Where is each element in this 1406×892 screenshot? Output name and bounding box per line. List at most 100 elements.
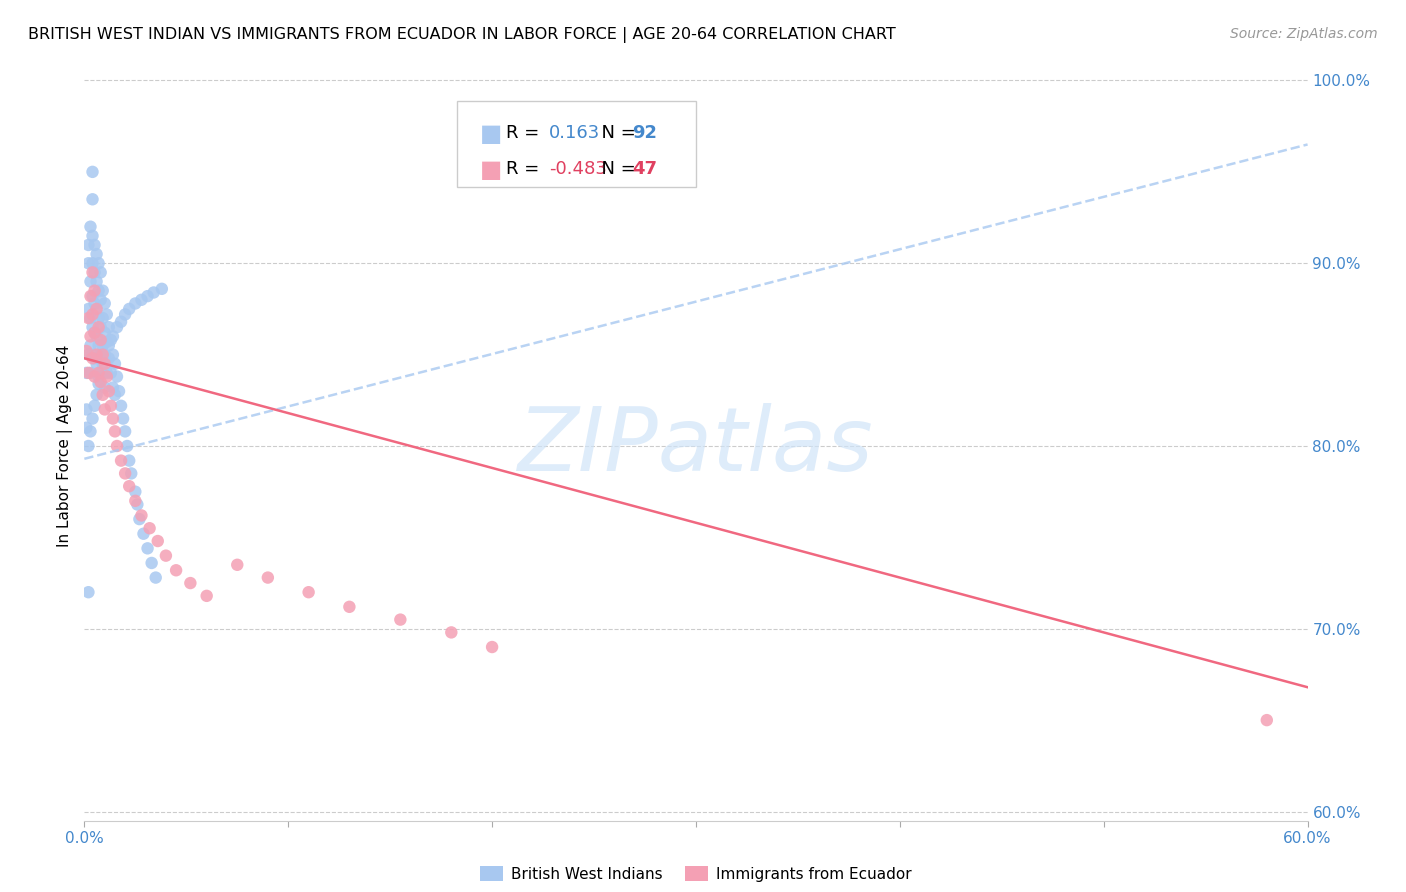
Point: [87, 311, 110, 326]
Point: [83, 326, 105, 340]
Point: [87, 366, 110, 380]
FancyBboxPatch shape: [457, 102, 696, 187]
Text: N =: N =: [589, 160, 641, 178]
Point: [79, 311, 101, 326]
Point: [118, 301, 141, 316]
Point: [87, 320, 110, 334]
Point: [481, 640, 503, 654]
Point: [90, 375, 112, 389]
Point: [96, 334, 118, 349]
Point: [97, 320, 120, 334]
Point: [120, 467, 142, 481]
Legend: British West Indians, Immigrants from Ecuador: British West Indians, Immigrants from Ec…: [474, 860, 918, 888]
Text: R =: R =: [506, 124, 546, 142]
Point: [93, 326, 115, 340]
Text: BRITISH WEST INDIAN VS IMMIGRANTS FROM ECUADOR IN LABOR FORCE | AGE 20-64 CORREL: BRITISH WEST INDIAN VS IMMIGRANTS FROM E…: [28, 27, 896, 43]
Point: [86, 329, 108, 343]
Point: [79, 289, 101, 303]
Point: [93, 351, 115, 366]
Point: [155, 549, 177, 563]
Point: [131, 508, 153, 523]
Point: [75, 402, 97, 417]
Point: [77, 348, 100, 362]
Point: [128, 512, 150, 526]
Text: ■: ■: [479, 158, 502, 182]
Point: [83, 399, 105, 413]
Point: [75, 421, 97, 435]
Point: [83, 284, 105, 298]
Point: [93, 296, 115, 310]
Point: [90, 366, 112, 380]
Point: [91, 284, 114, 298]
Point: [96, 366, 118, 380]
Point: [91, 348, 114, 362]
Point: [226, 558, 249, 572]
Point: [118, 453, 141, 467]
Text: Source: ZipAtlas.com: Source: ZipAtlas.com: [1230, 27, 1378, 41]
Point: [90, 348, 112, 362]
Point: [105, 439, 128, 453]
Point: [87, 256, 110, 270]
Point: [93, 357, 115, 371]
Point: [101, 380, 124, 394]
Point: [91, 388, 114, 402]
Text: 0.163: 0.163: [550, 124, 600, 142]
Point: [77, 366, 100, 380]
Point: [1256, 713, 1278, 727]
Point: [83, 238, 105, 252]
Point: [298, 585, 321, 599]
Point: [82, 348, 104, 362]
Point: [105, 369, 128, 384]
Point: [96, 369, 118, 384]
Point: [93, 380, 115, 394]
Point: [86, 301, 108, 316]
Point: [127, 498, 149, 512]
Point: [142, 285, 165, 300]
Point: [82, 192, 104, 206]
Point: [77, 256, 100, 270]
Point: [124, 484, 146, 499]
Point: [96, 307, 118, 321]
Point: [82, 228, 104, 243]
Point: [82, 289, 104, 303]
Point: [110, 315, 132, 329]
Point: [83, 369, 105, 384]
Y-axis label: In Labor Force | Age 20-64: In Labor Force | Age 20-64: [58, 345, 73, 547]
Point: [86, 247, 108, 261]
Point: [104, 357, 127, 371]
Point: [82, 165, 104, 179]
Point: [79, 366, 101, 380]
Point: [86, 301, 108, 316]
Point: [118, 479, 141, 493]
Point: [146, 534, 169, 549]
Point: [136, 289, 159, 303]
Point: [86, 348, 108, 362]
Point: [145, 571, 167, 585]
Point: [87, 369, 110, 384]
Point: [131, 293, 153, 307]
Point: [114, 307, 136, 321]
Point: [91, 338, 114, 352]
Point: [100, 333, 122, 347]
Point: [138, 521, 160, 535]
Text: ■: ■: [479, 122, 502, 146]
Point: [77, 238, 100, 252]
Point: [141, 556, 163, 570]
Point: [115, 439, 138, 453]
Point: [105, 320, 128, 334]
Point: [104, 388, 127, 402]
Point: [101, 329, 124, 343]
Point: [90, 293, 112, 307]
Point: [110, 453, 132, 467]
Point: [79, 338, 101, 352]
Point: [110, 399, 132, 413]
Point: [150, 282, 173, 296]
Point: [90, 320, 112, 334]
Text: R =: R =: [506, 160, 546, 178]
Point: [101, 411, 124, 425]
Point: [83, 296, 105, 310]
Point: [82, 411, 104, 425]
Text: N =: N =: [589, 124, 641, 142]
Point: [86, 388, 108, 402]
Point: [124, 296, 146, 310]
